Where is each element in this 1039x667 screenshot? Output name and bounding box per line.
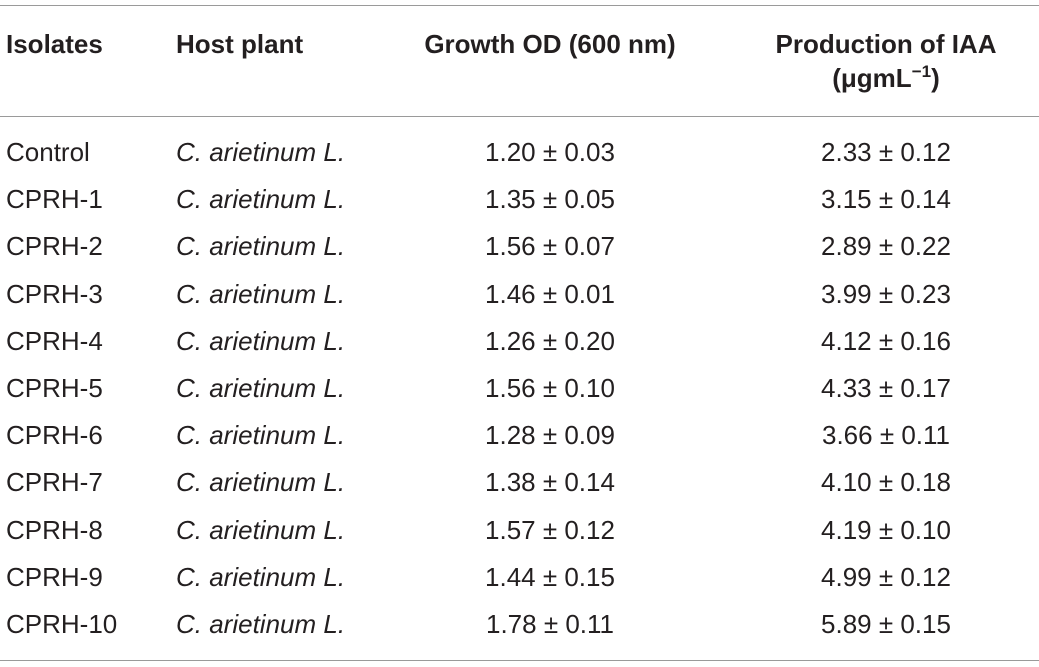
table-row: CPRH-8 C. arietinum L. 1.57 ± 0.12 4.19 … bbox=[0, 507, 1039, 554]
cell-host: C. arietinum L. bbox=[176, 514, 346, 545]
cell-growth: 1.56 ± 0.10 bbox=[485, 372, 615, 403]
header-iaa-unit-exponent: −1 bbox=[911, 62, 932, 81]
cell-growth: 1.20 ± 0.03 bbox=[485, 137, 615, 167]
table-row: CPRH-6 C. arietinum L. 1.28 ± 0.09 3.66 … bbox=[0, 412, 1039, 459]
header-iaa: Production of IAA (μgmL−1) bbox=[752, 27, 1020, 95]
cell-host: C. arietinum L. bbox=[176, 278, 346, 309]
table-row: CPRH-10 C. arietinum L. 1.78 ± 0.11 5.89… bbox=[0, 601, 1039, 648]
table-row: Control C. arietinum L. 1.20 ± 0.03 2.33… bbox=[0, 129, 1039, 176]
cell-isolate: CPRH-1 bbox=[6, 184, 103, 215]
cell-isolate: CPRH-3 bbox=[6, 278, 103, 309]
cell-isolate: CPRH-9 bbox=[6, 561, 103, 592]
table-row: CPRH-3 C. arietinum L. 1.46 ± 0.01 3.99 … bbox=[0, 271, 1039, 318]
cell-host: C. arietinum L. bbox=[176, 372, 346, 403]
cell-iaa: 3.15 ± 0.14 bbox=[821, 184, 951, 215]
cell-host: C. arietinum L. bbox=[176, 420, 346, 451]
cell-host: C. arietinum L. bbox=[176, 561, 346, 592]
cell-iaa: 3.99 ± 0.23 bbox=[821, 278, 951, 309]
cell-iaa: 4.19 ± 0.10 bbox=[821, 514, 951, 545]
cell-host: C. arietinum L. bbox=[176, 231, 346, 262]
cell-iaa: 5.89 ± 0.15 bbox=[821, 608, 951, 639]
cell-growth: 1.38 ± 0.14 bbox=[485, 467, 615, 498]
cell-isolate: CPRH-4 bbox=[6, 325, 103, 356]
header-host-plant: Host plant bbox=[176, 29, 304, 59]
cell-isolate: CPRH-6 bbox=[6, 420, 103, 451]
table-body: Control C. arietinum L. 1.20 ± 0.03 2.33… bbox=[0, 129, 1039, 648]
cell-isolate: Control bbox=[6, 137, 90, 167]
cell-growth: 1.26 ± 0.20 bbox=[485, 325, 615, 356]
cell-iaa: 3.66 ± 0.11 bbox=[822, 420, 950, 451]
cell-host: C. arietinum L. bbox=[176, 184, 346, 215]
cell-host: C. arietinum L. bbox=[176, 608, 346, 639]
cell-growth: 1.28 ± 0.09 bbox=[485, 420, 615, 451]
cell-iaa: 4.12 ± 0.16 bbox=[821, 325, 951, 356]
table-header: Isolates Host plant Growth OD (600 nm) P… bbox=[0, 22, 1039, 112]
header-iaa-unit: (μgmL−1) bbox=[752, 61, 1020, 95]
top-rule bbox=[0, 5, 1039, 6]
cell-growth: 1.46 ± 0.01 bbox=[485, 278, 615, 309]
cell-isolate: CPRH-10 bbox=[6, 608, 118, 639]
cell-iaa: 4.33 ± 0.17 bbox=[821, 372, 951, 403]
cell-host: C. arietinum L. bbox=[176, 325, 346, 356]
table-row: CPRH-1 C. arietinum L. 1.35 ± 0.05 3.15 … bbox=[0, 176, 1039, 223]
header-iaa-unit-prefix: (μgmL bbox=[832, 63, 912, 93]
cell-growth: 1.56 ± 0.07 bbox=[485, 231, 615, 262]
table-row: CPRH-7 C. arietinum L. 1.38 ± 0.14 4.10 … bbox=[0, 459, 1039, 506]
cell-host: C. arietinum L. bbox=[176, 467, 346, 498]
cell-growth: 1.57 ± 0.12 bbox=[485, 514, 615, 545]
cell-growth: 1.78 ± 0.11 bbox=[486, 608, 614, 639]
cell-growth: 1.35 ± 0.05 bbox=[485, 184, 615, 215]
cell-iaa: 4.10 ± 0.18 bbox=[821, 467, 951, 498]
cell-isolate: CPRH-5 bbox=[6, 372, 103, 403]
cell-growth: 1.44 ± 0.15 bbox=[485, 561, 615, 592]
cell-iaa: 2.89 ± 0.22 bbox=[821, 231, 951, 262]
table-row: CPRH-5 C. arietinum L. 1.56 ± 0.10 4.33 … bbox=[0, 365, 1039, 412]
table-row: CPRH-4 C. arietinum L. 1.26 ± 0.20 4.12 … bbox=[0, 318, 1039, 365]
cell-isolate: CPRH-7 bbox=[6, 467, 103, 498]
cell-host: C. arietinum L. bbox=[176, 137, 346, 167]
cell-iaa: 2.33 ± 0.12 bbox=[821, 137, 951, 167]
header-rule bbox=[0, 116, 1039, 117]
header-growth: Growth OD (600 nm) bbox=[424, 29, 676, 59]
header-iaa-unit-suffix: ) bbox=[931, 63, 940, 93]
table-row: CPRH-9 C. arietinum L. 1.44 ± 0.15 4.99 … bbox=[0, 554, 1039, 601]
header-iaa-title: Production of IAA bbox=[775, 29, 997, 59]
cell-isolate: CPRH-2 bbox=[6, 231, 103, 262]
bottom-rule bbox=[0, 660, 1039, 661]
header-isolates: Isolates bbox=[6, 29, 103, 59]
table-row: CPRH-2 C. arietinum L. 1.56 ± 0.07 2.89 … bbox=[0, 223, 1039, 270]
cell-isolate: CPRH-8 bbox=[6, 514, 103, 545]
cell-iaa: 4.99 ± 0.12 bbox=[821, 561, 951, 592]
